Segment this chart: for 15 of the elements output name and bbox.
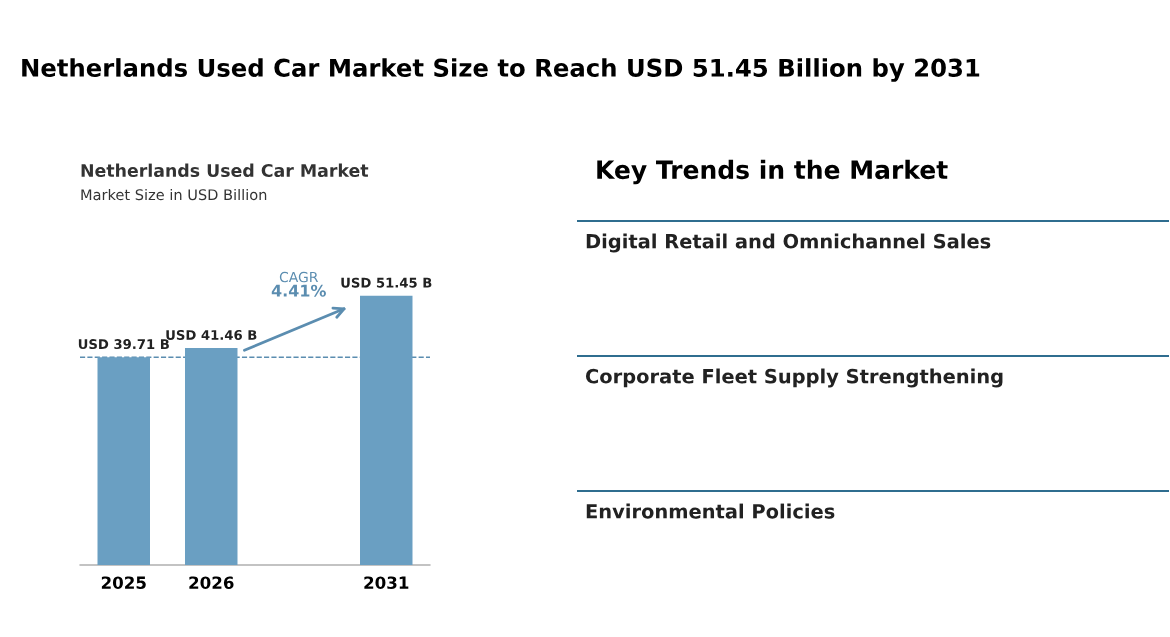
text: Digital Retail and Omnichannel Sales [586,233,991,253]
x-tick-label: 2031 [364,576,409,590]
data-label: USD 51.45 B [341,277,432,288]
x-tick-label: 2025 [101,576,146,590]
data-label: USD 41.46 B [166,329,257,340]
text: Key Trends in the Market [597,159,948,185]
text: Environmental Policies [586,503,835,519]
chart-subtitle: Netherlands Used Car Market [81,163,369,178]
text: Market Size in USD Billion [81,188,267,201]
data-label: USD 39.71 B [78,339,169,350]
x-tick-label: 2026 [189,576,234,590]
text: Corporate Fleet Supply Strengthening [585,368,1003,388]
text: CAGR [279,271,319,283]
annotation: 4.41% [271,284,326,297]
text: Netherlands Used Car Market Size to Reach USD 51.45 Billion by 2031 [22,58,980,82]
